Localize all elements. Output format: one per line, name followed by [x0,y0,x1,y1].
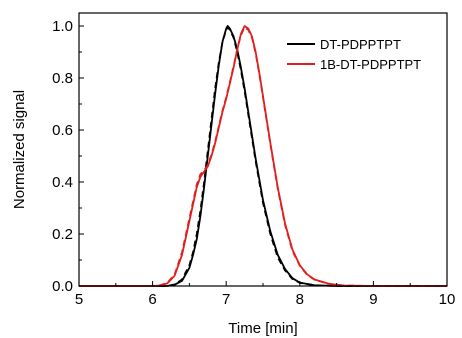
y-tick-label: 0.6 [52,122,73,139]
y-tick-label: 0.4 [52,174,73,191]
ticks: 5 6 7 8 9 10 0.0 0.2 0.4 0.6 0.8 1.0 [52,18,455,308]
y-tick-label: 0.8 [52,70,73,87]
x-axis-title: Time [min] [228,320,297,337]
x-tick-label: 6 [148,291,156,308]
plot-frame [78,12,448,287]
plot-lines [79,25,447,287]
y-tick-label: 1.0 [52,18,73,35]
series-line-4-dashed [79,26,447,287]
legend-label: DT-PDPPTPT [320,37,401,52]
x-tick-label: 9 [369,291,377,308]
y-tick-label: 0.0 [52,278,73,295]
legend: DT-PDPPTPT 1B-DT-PDPPTPT [287,37,421,72]
x-tick-label: 10 [439,291,456,308]
x-tick-label: 7 [222,291,230,308]
legend-label: 1B-DT-PDPPTPT [320,57,421,72]
series-line-2-dashed [79,26,447,287]
x-tick-label: 8 [296,291,304,308]
y-tick-label: 0.2 [52,226,73,243]
x-tick-label: 5 [75,291,83,308]
y-axis-title: Normalized signal [11,90,28,209]
